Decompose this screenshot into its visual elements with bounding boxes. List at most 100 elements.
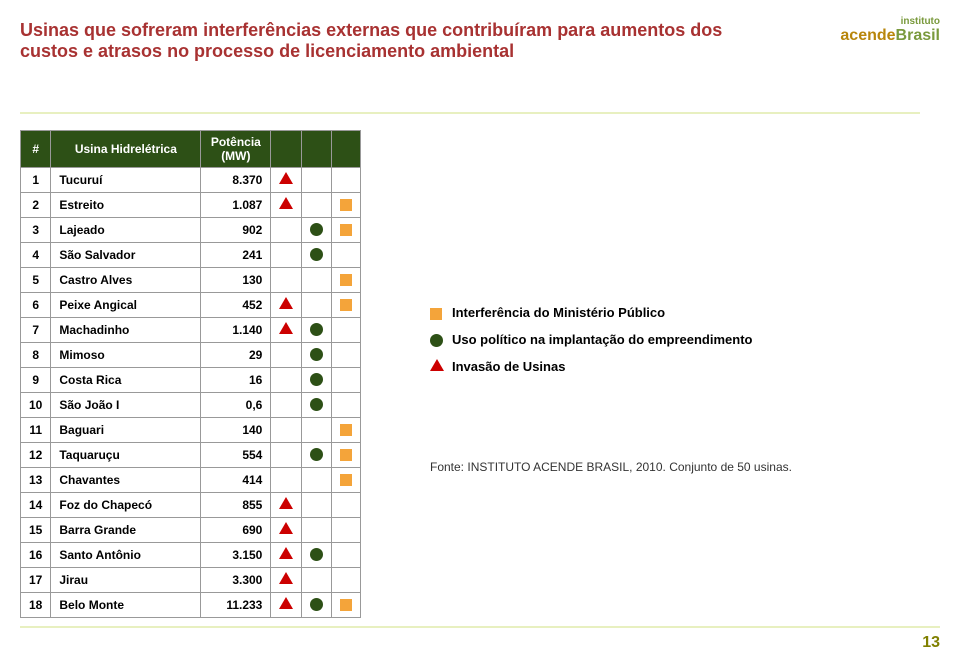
col-m1 xyxy=(271,131,302,168)
legend-label: Uso político na implantação do empreendi… xyxy=(452,332,753,347)
cell-marker-mp xyxy=(332,543,361,568)
cell-marker-politics xyxy=(302,368,332,393)
cell-marker-politics xyxy=(302,168,332,193)
cell-marker-invasion xyxy=(271,593,302,618)
cell-marker-politics xyxy=(302,468,332,493)
cell-marker-politics xyxy=(302,443,332,468)
cell-marker-mp xyxy=(332,568,361,593)
cell-marker-mp xyxy=(332,443,361,468)
cell-power: 241 xyxy=(201,243,271,268)
table-body: 1Tucuruí8.3702Estreito1.0873Lajeado9024S… xyxy=(21,168,361,618)
legend-marker-icon xyxy=(430,359,452,374)
cell-marker-invasion xyxy=(271,168,302,193)
cell-num: 4 xyxy=(21,243,51,268)
table-row: 4São Salvador241 xyxy=(21,243,361,268)
legend: Interferência do Ministério PúblicoUso p… xyxy=(430,305,753,386)
table-row: 18Belo Monte11.233 xyxy=(21,593,361,618)
cell-power: 3.300 xyxy=(201,568,271,593)
cell-marker-politics xyxy=(302,543,332,568)
cell-power: 690 xyxy=(201,518,271,543)
cell-name: Belo Monte xyxy=(51,593,201,618)
cell-num: 1 xyxy=(21,168,51,193)
cell-power: 902 xyxy=(201,218,271,243)
table-row: 14Foz do Chapecó855 xyxy=(21,493,361,518)
cell-power: 130 xyxy=(201,268,271,293)
cell-num: 18 xyxy=(21,593,51,618)
table-row: 1Tucuruí8.370 xyxy=(21,168,361,193)
cell-power: 855 xyxy=(201,493,271,518)
cell-num: 15 xyxy=(21,518,51,543)
cell-marker-invasion xyxy=(271,193,302,218)
cell-name: Machadinho xyxy=(51,318,201,343)
cell-marker-mp xyxy=(332,293,361,318)
col-plant: Usina Hidrelétrica xyxy=(51,131,201,168)
table-row: 2Estreito1.087 xyxy=(21,193,361,218)
cell-num: 3 xyxy=(21,218,51,243)
cell-power: 414 xyxy=(201,468,271,493)
cell-marker-politics xyxy=(302,318,332,343)
cell-power: 16 xyxy=(201,368,271,393)
cell-num: 10 xyxy=(21,393,51,418)
cell-marker-mp xyxy=(332,218,361,243)
table-row: 13Chavantes414 xyxy=(21,468,361,493)
cell-marker-politics xyxy=(302,268,332,293)
col-m2 xyxy=(302,131,332,168)
cell-marker-mp xyxy=(332,343,361,368)
cell-marker-mp xyxy=(332,368,361,393)
cell-marker-politics xyxy=(302,418,332,443)
cell-name: Baguari xyxy=(51,418,201,443)
legend-marker-icon xyxy=(430,305,452,320)
cell-marker-invasion xyxy=(271,468,302,493)
table-row: 6Peixe Angical452 xyxy=(21,293,361,318)
content-area: # Usina Hidrelétrica Potência (MW) 1Tucu… xyxy=(20,130,361,618)
cell-marker-politics xyxy=(302,568,332,593)
cell-marker-invasion xyxy=(271,268,302,293)
cell-num: 8 xyxy=(21,343,51,368)
cell-marker-invasion xyxy=(271,568,302,593)
cell-name: Estreito xyxy=(51,193,201,218)
cell-marker-invasion xyxy=(271,368,302,393)
cell-marker-invasion xyxy=(271,243,302,268)
cell-name: Tucuruí xyxy=(51,168,201,193)
col-power: Potência (MW) xyxy=(201,131,271,168)
cell-name: Santo Antônio xyxy=(51,543,201,568)
cell-marker-politics xyxy=(302,593,332,618)
legend-label: Invasão de Usinas xyxy=(452,359,565,374)
cell-marker-invasion xyxy=(271,218,302,243)
cell-marker-invasion xyxy=(271,443,302,468)
cell-num: 12 xyxy=(21,443,51,468)
cell-name: São João I xyxy=(51,393,201,418)
cell-power: 29 xyxy=(201,343,271,368)
cell-marker-invasion xyxy=(271,393,302,418)
cell-marker-mp xyxy=(332,268,361,293)
footer-divider xyxy=(20,626,940,628)
cell-name: Costa Rica xyxy=(51,368,201,393)
cell-marker-politics xyxy=(302,243,332,268)
page-title: Usinas que sofreram interferências exter… xyxy=(0,0,760,62)
cell-marker-politics xyxy=(302,193,332,218)
cell-power: 1.087 xyxy=(201,193,271,218)
cell-num: 11 xyxy=(21,418,51,443)
cell-marker-mp xyxy=(332,518,361,543)
table-row: 8Mimoso29 xyxy=(21,343,361,368)
cell-marker-politics xyxy=(302,218,332,243)
cell-marker-invasion xyxy=(271,318,302,343)
cell-marker-invasion xyxy=(271,543,302,568)
col-m3 xyxy=(332,131,361,168)
table-row: 12Taquaruçu554 xyxy=(21,443,361,468)
cell-num: 16 xyxy=(21,543,51,568)
logo-accent: acende xyxy=(840,27,895,44)
cell-marker-mp xyxy=(332,593,361,618)
cell-name: Barra Grande xyxy=(51,518,201,543)
cell-name: Taquaruçu xyxy=(51,443,201,468)
cell-power: 452 xyxy=(201,293,271,318)
cell-name: Chavantes xyxy=(51,468,201,493)
cell-num: 5 xyxy=(21,268,51,293)
legend-item: Invasão de Usinas xyxy=(430,359,753,374)
cell-power: 140 xyxy=(201,418,271,443)
cell-num: 13 xyxy=(21,468,51,493)
table-row: 9Costa Rica16 xyxy=(21,368,361,393)
page-number: 13 xyxy=(922,634,940,652)
cell-marker-mp xyxy=(332,393,361,418)
brand-logo: instituto acendeBrasil xyxy=(840,16,940,45)
